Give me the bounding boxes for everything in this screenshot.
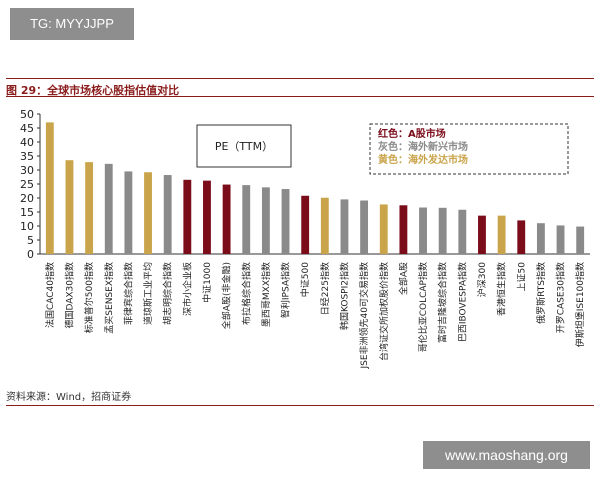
bar	[45, 122, 54, 255]
bar	[163, 175, 172, 254]
bar	[419, 207, 427, 254]
bar	[85, 162, 94, 254]
x-tick-label: 菲律宾综合指数	[122, 262, 134, 325]
x-tick-label: 台湾证交所加权股价指数	[378, 262, 390, 361]
bar	[497, 215, 506, 254]
x-tick-label: 深市小企业板	[181, 262, 193, 316]
x-tick-label: 中证1000	[201, 262, 213, 303]
source-note: 资料来源：Wind，招商证券	[6, 392, 132, 403]
x-tick-label: 沪深300	[476, 262, 488, 297]
x-tick-label: 富时吉隆坡综合指数	[437, 262, 449, 343]
bar	[340, 199, 349, 254]
x-tick-label: 开罗CASE30指数	[555, 262, 567, 333]
x-tick-label: 标准普尔500指数	[83, 262, 95, 333]
bars-layer	[45, 122, 585, 255]
legend-item: 黄色：海外发达市场	[378, 153, 468, 166]
y-tick-label: 40	[20, 136, 34, 149]
bar	[576, 226, 585, 254]
bar	[517, 220, 526, 254]
x-tick-label: 孟买SENSEX指数	[103, 262, 115, 334]
bar	[478, 215, 486, 254]
x-tick-label: 布拉格综合指数	[240, 262, 252, 325]
bar	[222, 184, 231, 254]
y-tick-label: 30	[20, 164, 34, 177]
x-tick-label: 韩国KOSPI2指数	[338, 262, 350, 330]
x-tick-label: 俄罗斯RTS指数	[535, 262, 547, 324]
bar	[458, 209, 467, 254]
x-tick-label: JSE非洲领先40可交易指数	[358, 262, 370, 370]
annotation-text: PE（TTM）	[215, 140, 273, 153]
y-tick-label: 35	[20, 150, 34, 163]
x-tick-label: 伊斯坦堡ISE100指数	[574, 262, 586, 347]
legend-item: 红色：A股市场	[378, 127, 446, 140]
bar	[124, 171, 133, 254]
bar	[104, 163, 113, 254]
y-tick-label: 0	[27, 248, 34, 261]
bar	[438, 207, 447, 254]
legend-box	[369, 123, 569, 175]
x-tick-label: 智利IPSA指数	[280, 262, 292, 318]
title-rule-bottom	[6, 96, 594, 97]
x-tick-label: 德国DAX30指数	[63, 262, 75, 329]
bar	[556, 225, 565, 254]
source-rule	[6, 405, 594, 406]
x-tick-label: 日经225指数	[319, 262, 331, 315]
x-tick-label: 上证50	[516, 262, 527, 292]
bar	[379, 204, 388, 254]
watermark-bottom: www.maoshang.org	[423, 441, 590, 469]
bar	[360, 200, 369, 254]
x-tick-label: 全部A股(非金融)	[221, 262, 233, 329]
x-tick-label: 哥伦比亚COLCAP指数	[417, 262, 429, 352]
x-tick-label: 法国CAC40指数	[44, 262, 56, 328]
x-tick-label: 墨西哥MXX指数	[260, 262, 272, 327]
y-tick-label: 15	[20, 206, 34, 219]
bar	[65, 160, 74, 254]
y-tick-label: 45	[20, 122, 34, 135]
y-tick-label: 20	[20, 192, 34, 205]
bar	[203, 180, 211, 254]
bar	[144, 172, 152, 254]
x-tick-label: 香港恒生指数	[496, 262, 508, 316]
bar	[301, 195, 310, 254]
bar	[320, 197, 329, 254]
legend-item: 灰色：海外新兴市场	[378, 140, 468, 153]
y-tick-label: 50	[20, 108, 34, 121]
title-rule-top	[6, 78, 594, 79]
figure-title: 图 29：全球市场核心股指估值对比	[6, 84, 180, 97]
bar	[281, 189, 290, 254]
y-tick-label: 10	[20, 220, 34, 233]
bar	[242, 185, 251, 254]
x-tick-label: 中证500	[299, 262, 311, 297]
bar	[183, 179, 192, 254]
bar	[261, 187, 270, 254]
category-labels-layer: 法国CAC40指数 德国DAX30指数 标准普尔500指数 孟买SENSEX指数 菲律宾…	[44, 262, 586, 370]
y-tick-label: 5	[27, 234, 34, 247]
x-tick-label: 巴西IBOVESPA指数	[456, 262, 468, 342]
x-tick-label: 胡志明综合指数	[162, 262, 174, 325]
annotation-box	[196, 124, 292, 168]
x-tick-label: 全部A股	[397, 262, 409, 295]
bar	[399, 205, 408, 254]
watermark-top: TG: MYYJJPP	[10, 8, 134, 40]
x-tick-label: 道琼斯工业平均	[142, 262, 154, 325]
y-tick-label: 25	[20, 178, 34, 191]
bar	[536, 223, 545, 254]
